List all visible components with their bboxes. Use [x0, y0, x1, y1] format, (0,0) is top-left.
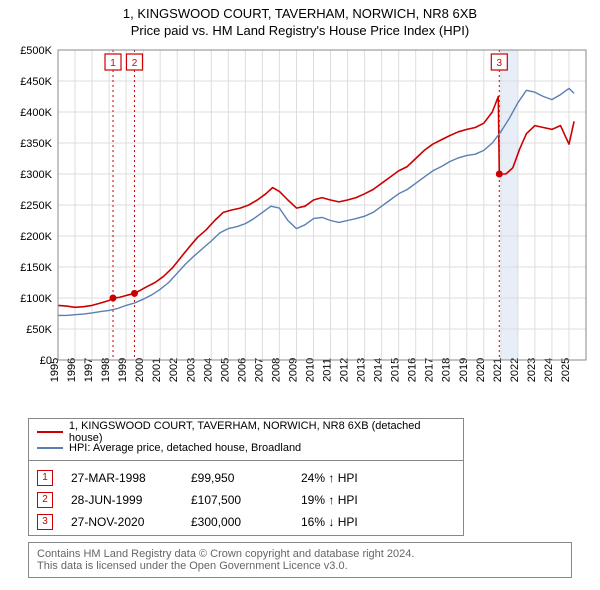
- event-number-icon: 2: [37, 492, 53, 508]
- legend: 1, KINGSWOOD COURT, TAVERHAM, NORWICH, N…: [28, 418, 464, 462]
- chart-title-line2: Price paid vs. HM Land Registry's House …: [0, 23, 600, 38]
- legend-label: HPI: Average price, detached house, Broa…: [69, 442, 301, 454]
- svg-text:2006: 2006: [236, 358, 248, 382]
- svg-text:£400K: £400K: [20, 107, 52, 119]
- svg-text:2010: 2010: [304, 358, 316, 382]
- event-row: 1 27-MAR-1998£99,95024% ↑ HPI: [37, 467, 455, 489]
- legend-swatch: [37, 431, 63, 433]
- svg-text:2016: 2016: [407, 358, 419, 382]
- event-number-icon: 1: [37, 470, 53, 486]
- event-delta: 24% ↑ HPI: [301, 471, 358, 485]
- svg-text:2: 2: [132, 58, 138, 69]
- svg-text:2018: 2018: [441, 358, 453, 382]
- svg-text:2013: 2013: [356, 358, 368, 382]
- line-chart-svg: £0£50K£100K£150K£200K£250K£300K£350K£400…: [0, 42, 600, 412]
- svg-text:£500K: £500K: [20, 45, 52, 57]
- svg-text:2001: 2001: [151, 358, 163, 382]
- event-delta: 19% ↑ HPI: [301, 493, 358, 507]
- svg-text:£450K: £450K: [20, 76, 52, 88]
- svg-text:1: 1: [110, 58, 116, 69]
- legend-item-property: 1, KINGSWOOD COURT, TAVERHAM, NORWICH, N…: [37, 424, 455, 440]
- svg-text:1997: 1997: [83, 358, 95, 382]
- svg-text:£300K: £300K: [20, 169, 52, 181]
- svg-text:£50K: £50K: [26, 324, 52, 336]
- svg-text:2000: 2000: [134, 358, 146, 382]
- attribution: Contains HM Land Registry data © Crown c…: [28, 542, 572, 578]
- event-price: £107,500: [191, 493, 301, 507]
- event-number-icon: 3: [37, 514, 53, 530]
- svg-text:2011: 2011: [322, 358, 334, 382]
- svg-text:1996: 1996: [66, 358, 78, 382]
- svg-text:2021: 2021: [492, 358, 504, 382]
- svg-text:2024: 2024: [543, 358, 555, 382]
- event-date: 27-MAR-1998: [71, 471, 191, 485]
- svg-text:2007: 2007: [253, 358, 265, 382]
- svg-text:2023: 2023: [526, 358, 538, 382]
- svg-text:2025: 2025: [560, 358, 572, 382]
- svg-text:£200K: £200K: [20, 231, 52, 243]
- event-row: 2 28-JUN-1999£107,50019% ↑ HPI: [37, 489, 455, 511]
- svg-text:£250K: £250K: [20, 200, 52, 212]
- svg-text:2022: 2022: [509, 358, 521, 382]
- chart-area: £0£50K£100K£150K£200K£250K£300K£350K£400…: [0, 42, 600, 412]
- svg-text:1998: 1998: [100, 358, 112, 382]
- svg-text:2019: 2019: [458, 358, 470, 382]
- svg-text:2012: 2012: [339, 358, 351, 382]
- legend-label: 1, KINGSWOOD COURT, TAVERHAM, NORWICH, N…: [69, 420, 455, 444]
- svg-text:2004: 2004: [202, 358, 214, 382]
- svg-text:£150K: £150K: [20, 262, 52, 274]
- svg-text:2005: 2005: [219, 358, 231, 382]
- svg-text:2009: 2009: [287, 358, 299, 382]
- svg-text:2015: 2015: [390, 358, 402, 382]
- event-date: 27-NOV-2020: [71, 515, 191, 529]
- svg-text:2003: 2003: [185, 358, 197, 382]
- chart-title-line1: 1, KINGSWOOD COURT, TAVERHAM, NORWICH, N…: [0, 6, 600, 21]
- event-price: £300,000: [191, 515, 301, 529]
- legend-swatch: [37, 447, 63, 449]
- svg-text:1999: 1999: [117, 358, 129, 382]
- event-date: 28-JUN-1999: [71, 493, 191, 507]
- svg-text:3: 3: [497, 58, 503, 69]
- event-price: £99,950: [191, 471, 301, 485]
- attribution-line: Contains HM Land Registry data © Crown c…: [37, 548, 563, 560]
- svg-text:2008: 2008: [270, 358, 282, 382]
- svg-text:£350K: £350K: [20, 138, 52, 150]
- svg-text:1995: 1995: [49, 358, 61, 382]
- attribution-line: This data is licensed under the Open Gov…: [37, 560, 563, 572]
- svg-text:2014: 2014: [373, 358, 385, 382]
- svg-text:2017: 2017: [424, 358, 436, 382]
- svg-text:2002: 2002: [168, 358, 180, 382]
- event-row: 3 27-NOV-2020£300,00016% ↓ HPI: [37, 511, 455, 533]
- svg-text:2020: 2020: [475, 358, 487, 382]
- events-table: 1 27-MAR-1998£99,95024% ↑ HPI 2 28-JUN-1999…: [28, 460, 464, 536]
- event-delta: 16% ↓ HPI: [301, 515, 358, 529]
- svg-text:£100K: £100K: [20, 293, 52, 305]
